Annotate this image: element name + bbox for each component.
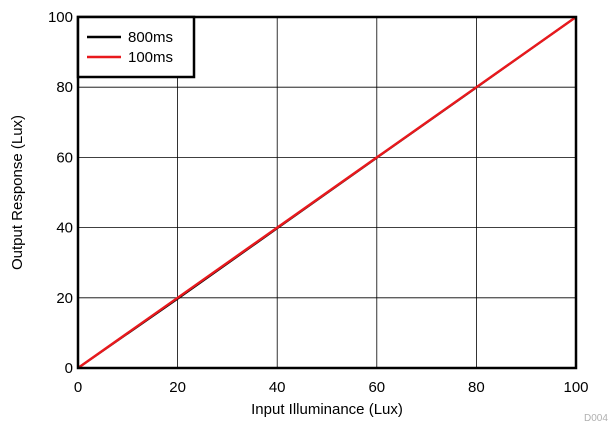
y-tick-label-20: 20 [56, 290, 73, 307]
y-tick-label-0: 0 [65, 360, 73, 377]
x-tick-label-0: 0 [74, 379, 82, 396]
legend-label-100ms: 100ms [128, 49, 173, 66]
plot-frame [76, 15, 578, 370]
y-tick-label-80: 80 [56, 79, 73, 96]
series-line-100ms [77, 16, 577, 369]
tick-labels: 0 20 40 60 80 100 0 20 40 60 80 100 [48, 9, 589, 396]
x-tick-label-60: 60 [368, 379, 385, 396]
grid-layer [78, 17, 576, 368]
figure-code: D004 [584, 413, 608, 421]
y-axis-label: Output Response (Lux) [9, 115, 26, 270]
series-layer [77, 16, 577, 369]
legend: 800ms 100ms [76, 15, 196, 79]
x-tick-label-20: 20 [169, 379, 186, 396]
y-tick-label-60: 60 [56, 149, 73, 166]
x-tick-label-80: 80 [468, 379, 485, 396]
legend-box [76, 15, 196, 79]
x-tick-label-40: 40 [269, 379, 286, 396]
y-tick-label-100: 100 [48, 9, 73, 26]
y-tick-label-40: 40 [56, 220, 73, 237]
x-axis-label: Input Illuminance (Lux) [251, 401, 403, 418]
x-tick-label-100: 100 [563, 379, 588, 396]
legend-label-800ms: 800ms [128, 29, 173, 46]
